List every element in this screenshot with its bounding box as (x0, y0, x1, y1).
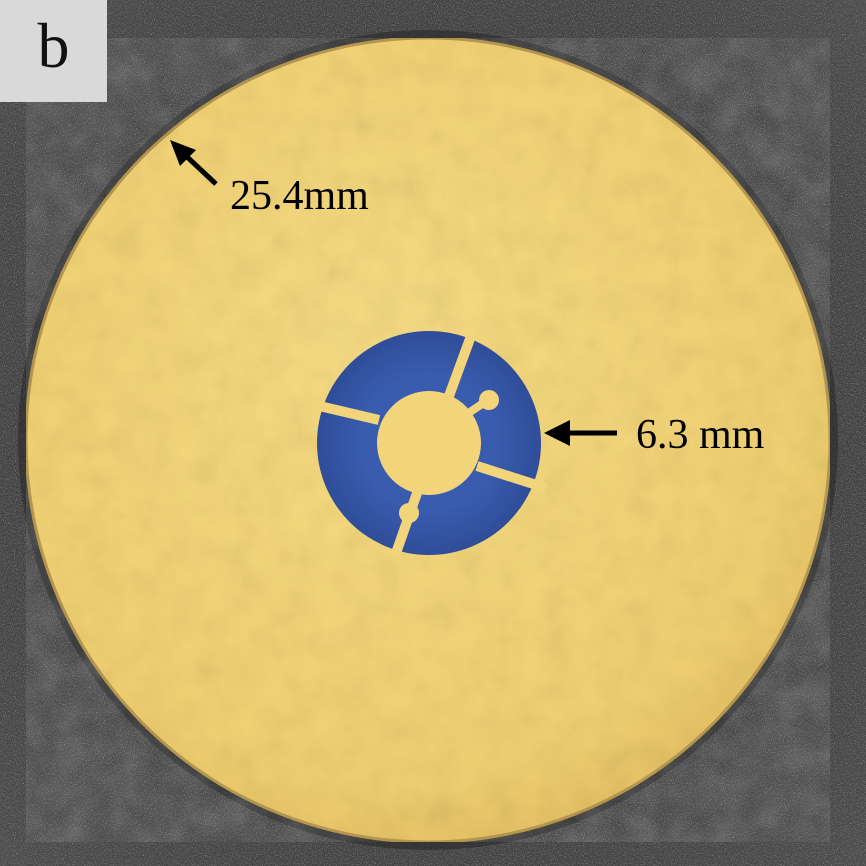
aperture-center (377, 391, 481, 495)
bridge-right (475, 461, 548, 493)
outer-diameter-arrow (170, 140, 218, 186)
inner-diameter-label: 6.3 mm (636, 412, 765, 458)
bridge-top (444, 334, 476, 398)
aperture (309, 331, 548, 558)
outer-diameter-label: 25.4mm (230, 173, 369, 219)
tab-bottom (399, 503, 419, 523)
tab-right (479, 390, 499, 410)
bridge-bottom (390, 491, 422, 558)
inner-diameter-arrow (544, 420, 617, 446)
tab-right-stem (467, 400, 485, 416)
bridge-left (309, 399, 381, 425)
panel-label: b (0, 0, 107, 102)
